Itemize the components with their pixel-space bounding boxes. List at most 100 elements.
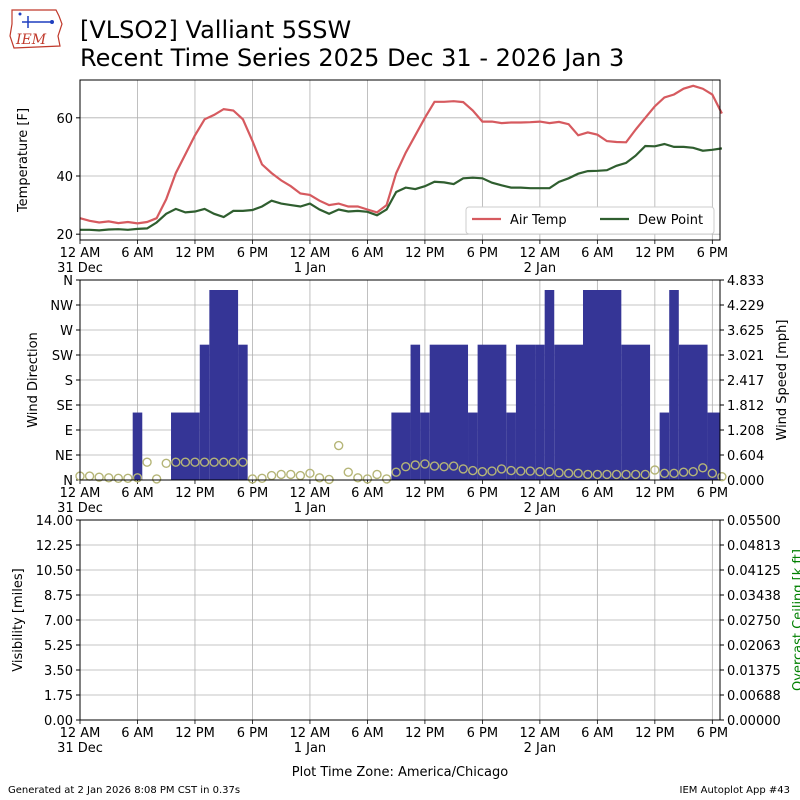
wind-direction-point — [477, 466, 488, 477]
footer-app: IEM Autoplot App #43 — [679, 785, 790, 796]
wind-direction-point — [410, 460, 421, 470]
wind-direction-point — [104, 473, 114, 483]
wind-speed-bar — [420, 412, 430, 480]
wind-direction-point — [171, 457, 181, 467]
wind-speed-bar — [209, 290, 239, 480]
series-line-air-temp — [79, 84, 723, 225]
y-tick-label-right: 4.833 — [727, 274, 764, 289]
wind-direction-point — [669, 468, 679, 479]
wind-direction-point — [314, 473, 325, 483]
x-tick-label: 6 PM — [467, 246, 498, 261]
wind-direction-point — [573, 468, 583, 479]
wind-direction-point — [688, 466, 698, 477]
wind-direction-point — [305, 468, 315, 479]
x-tick-sublabel: 2 Jan — [524, 261, 556, 276]
y-tick-label-left: 14.00 — [36, 514, 73, 529]
wind-direction-point — [209, 457, 219, 467]
wind-direction-point — [276, 469, 286, 480]
wind-direction-point — [324, 474, 334, 485]
wind-speed-bar — [554, 344, 583, 480]
wind-direction-point — [343, 467, 353, 477]
y-axis-label: Temperature [F] — [16, 108, 31, 213]
wind-direction-point — [372, 469, 382, 480]
wind-direction-point — [266, 470, 277, 481]
y-tick-label-left: 3.50 — [44, 664, 73, 679]
footer-generated: Generated at 2 Jan 2026 8:08 PM CST in 0… — [8, 785, 241, 796]
wind-direction-point — [401, 461, 411, 472]
wind-direction-point — [84, 471, 95, 481]
y-tick-label: 40 — [56, 170, 73, 185]
wind-direction-point — [142, 457, 152, 467]
y-tick-label-right: 0.604 — [727, 449, 764, 464]
y-axis-label-left: Wind Direction — [26, 332, 41, 428]
wind-direction-point — [391, 467, 401, 477]
x-tick-label: 12 AM — [60, 486, 101, 501]
y-tick-label-left: 5.25 — [44, 639, 73, 654]
plot-frame — [79, 79, 721, 241]
y-tick-label-right: 3.625 — [727, 324, 764, 339]
wind-direction-point — [238, 457, 248, 467]
wind-direction-point — [506, 465, 516, 476]
wind-direction-point — [439, 461, 449, 472]
y-tick-label-left: N — [63, 274, 73, 289]
wind-direction-point — [94, 472, 104, 482]
x-tick-label: 12 AM — [519, 726, 560, 741]
y-tick-label-right: 0.00688 — [727, 689, 781, 704]
wind-direction-point — [286, 469, 296, 480]
x-tick-label: 12 AM — [60, 246, 101, 261]
plot-frame — [79, 279, 721, 481]
wind-direction-point — [362, 474, 373, 484]
wind-speed-bar — [171, 412, 200, 480]
wind-direction-point — [544, 466, 555, 477]
wind-speed-bar — [678, 344, 708, 480]
x-tick-label: 6 PM — [237, 486, 268, 501]
logo-text: IEM — [15, 32, 47, 48]
wind-direction-point — [448, 461, 459, 471]
x-tick-label: 6 AM — [121, 246, 154, 261]
legend: Air Temp Dew Point — [465, 206, 715, 235]
x-tick-sublabel: 2 Jan — [524, 741, 556, 756]
wind-direction-point — [717, 471, 727, 482]
wind-speed-bar — [429, 344, 469, 480]
wind-speed-bar — [621, 344, 651, 480]
wind-direction-point — [113, 473, 124, 484]
y-tick-label-right: 2.417 — [727, 374, 764, 389]
x-tick-label: 6 AM — [121, 726, 154, 741]
wind-direction-point — [602, 469, 612, 480]
wind-direction-point — [151, 474, 162, 484]
wind-speed-bar — [669, 290, 679, 480]
wind-direction-point — [630, 469, 641, 480]
x-tick-label: 12 AM — [290, 246, 331, 261]
wind-direction-point — [219, 457, 229, 467]
title-line-2: Recent Time Series 2025 Dec 31 - 2026 Ja… — [80, 44, 625, 72]
y-tick-label-right: 0.00000 — [727, 714, 781, 729]
x-tick-label: 6 PM — [697, 726, 728, 741]
y-tick-label-right: 0.02750 — [727, 614, 781, 629]
y-tick-label-right: 0.04813 — [727, 539, 781, 554]
y-tick-label: 60 — [56, 112, 73, 127]
x-tick-label: 6 PM — [237, 246, 268, 261]
legend-box — [465, 206, 715, 235]
wind-direction-point — [333, 440, 344, 451]
x-tick-sublabel: 1 Jan — [294, 261, 326, 276]
wind-direction-point — [123, 473, 133, 484]
wind-direction-point — [678, 467, 689, 477]
x-tick-label: 12 PM — [405, 486, 445, 501]
chart-title: [VLSO2] Valliant 5SSW Recent Time Series… — [80, 16, 624, 72]
wind-direction-point — [563, 468, 574, 479]
x-tick-label: 6 AM — [581, 726, 614, 741]
y-axis-label-right: Overcast Ceiling [k ft] — [791, 549, 800, 691]
x-tick-sublabel: 2 Jan — [524, 501, 556, 516]
x-tick-sublabel: 31 Dec — [57, 261, 103, 276]
wind-direction-point — [257, 473, 267, 484]
x-tick-sublabel: 31 Dec — [57, 501, 103, 516]
y-tick-label-left: 7.00 — [44, 614, 73, 629]
y-tick-label-right: 0.04125 — [727, 564, 781, 579]
y-tick-label-right: 4.229 — [727, 299, 764, 314]
plot-frame — [79, 519, 721, 721]
y-tick-label-left: 10.50 — [36, 564, 73, 579]
x-tick-label: 12 PM — [175, 726, 215, 741]
wind-speed-bar — [468, 412, 478, 480]
x-tick-label: 6 PM — [467, 486, 498, 501]
